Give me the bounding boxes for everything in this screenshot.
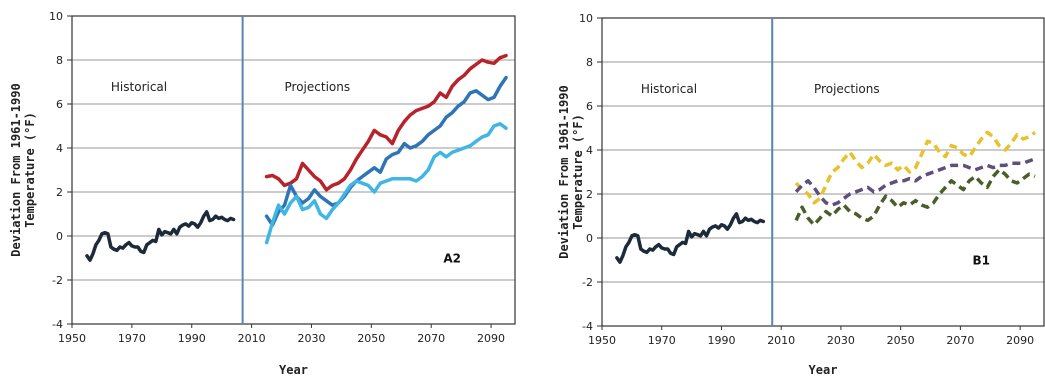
projections-annotation: Projections [814,82,880,96]
y-tick-label: 2 [56,186,63,199]
y-tick-label: 8 [586,56,593,69]
x-axis-label: Year [809,363,838,377]
x-tick-label: 2030 [297,332,325,345]
y-tick-label: 4 [56,142,63,155]
series-line-high [794,130,1037,205]
y-tick-label: 2 [586,188,593,201]
chart-panel-A2: -4 -2 0 2 4 6 8 10 1950 1970 1990 2010 2030 2050 2070 2… [9,10,516,377]
x-tick-label: 2050 [357,332,385,345]
y-tick-label: 0 [586,232,593,245]
y-tick-label: 6 [586,100,593,113]
x-tick-label: 2010 [238,332,266,345]
y-tick-label: -4 [52,318,63,331]
x-tick-label: 2050 [887,334,915,347]
series-line-historical [85,210,236,262]
plot-frame [601,17,1045,327]
x-tick-label: 2090 [477,332,505,345]
y-tick-label: 8 [56,54,63,67]
y-axis-label-line1: Deviation From 1961-1990 [557,85,571,258]
x-tick-label: 1950 [588,334,616,347]
x-tick-label: 2030 [827,334,855,347]
x-tick-label: 1990 [178,332,206,345]
y-axis-label-line2: Temperature (°F) [23,112,37,228]
y-tick-label: 10 [49,10,63,23]
y-axis-label-line1: Deviation From 1961-1990 [9,83,23,256]
panel-label: B1 [973,253,991,267]
plot-area [72,16,515,324]
y-tick-label: -4 [582,320,593,333]
series-line-mid [794,157,1036,207]
historical-annotation: Historical [641,82,697,96]
chart-panel-B1: -4 -2 0 2 4 6 8 10 1950 1970 1990 2010 2030 2050 2070 2… [557,12,1045,377]
y-tick-label: -2 [582,276,593,289]
x-tick-label: 2070 [946,334,974,347]
x-tick-label: 2010 [767,334,795,347]
series-line-low [264,122,508,245]
projections-annotation: Projections [285,80,351,94]
x-tick-label: 2090 [1006,334,1034,347]
series-line-mid [264,75,508,227]
x-tick-label: 1970 [648,334,676,347]
historical-annotation: Historical [111,80,167,94]
y-tick-label: 6 [56,98,63,111]
y-axis-label-line2: Temperature (°F) [571,114,585,230]
series-line-low [794,168,1036,227]
y-tick-label: 0 [56,230,63,243]
plot-frame [71,15,516,325]
panel-label: A2 [443,251,461,265]
x-tick-label: 1990 [707,334,735,347]
series-line-high [264,53,508,192]
y-tick-label: 10 [579,12,593,25]
series-line-historical [615,212,766,264]
x-tick-label: 2070 [417,332,445,345]
x-tick-label: 1970 [118,332,146,345]
y-tick-label: -2 [52,274,63,287]
x-axis-label: Year [279,363,308,377]
plot-area [602,18,1044,326]
x-tick-label: 1950 [58,332,86,345]
y-tick-label: 4 [586,144,593,157]
